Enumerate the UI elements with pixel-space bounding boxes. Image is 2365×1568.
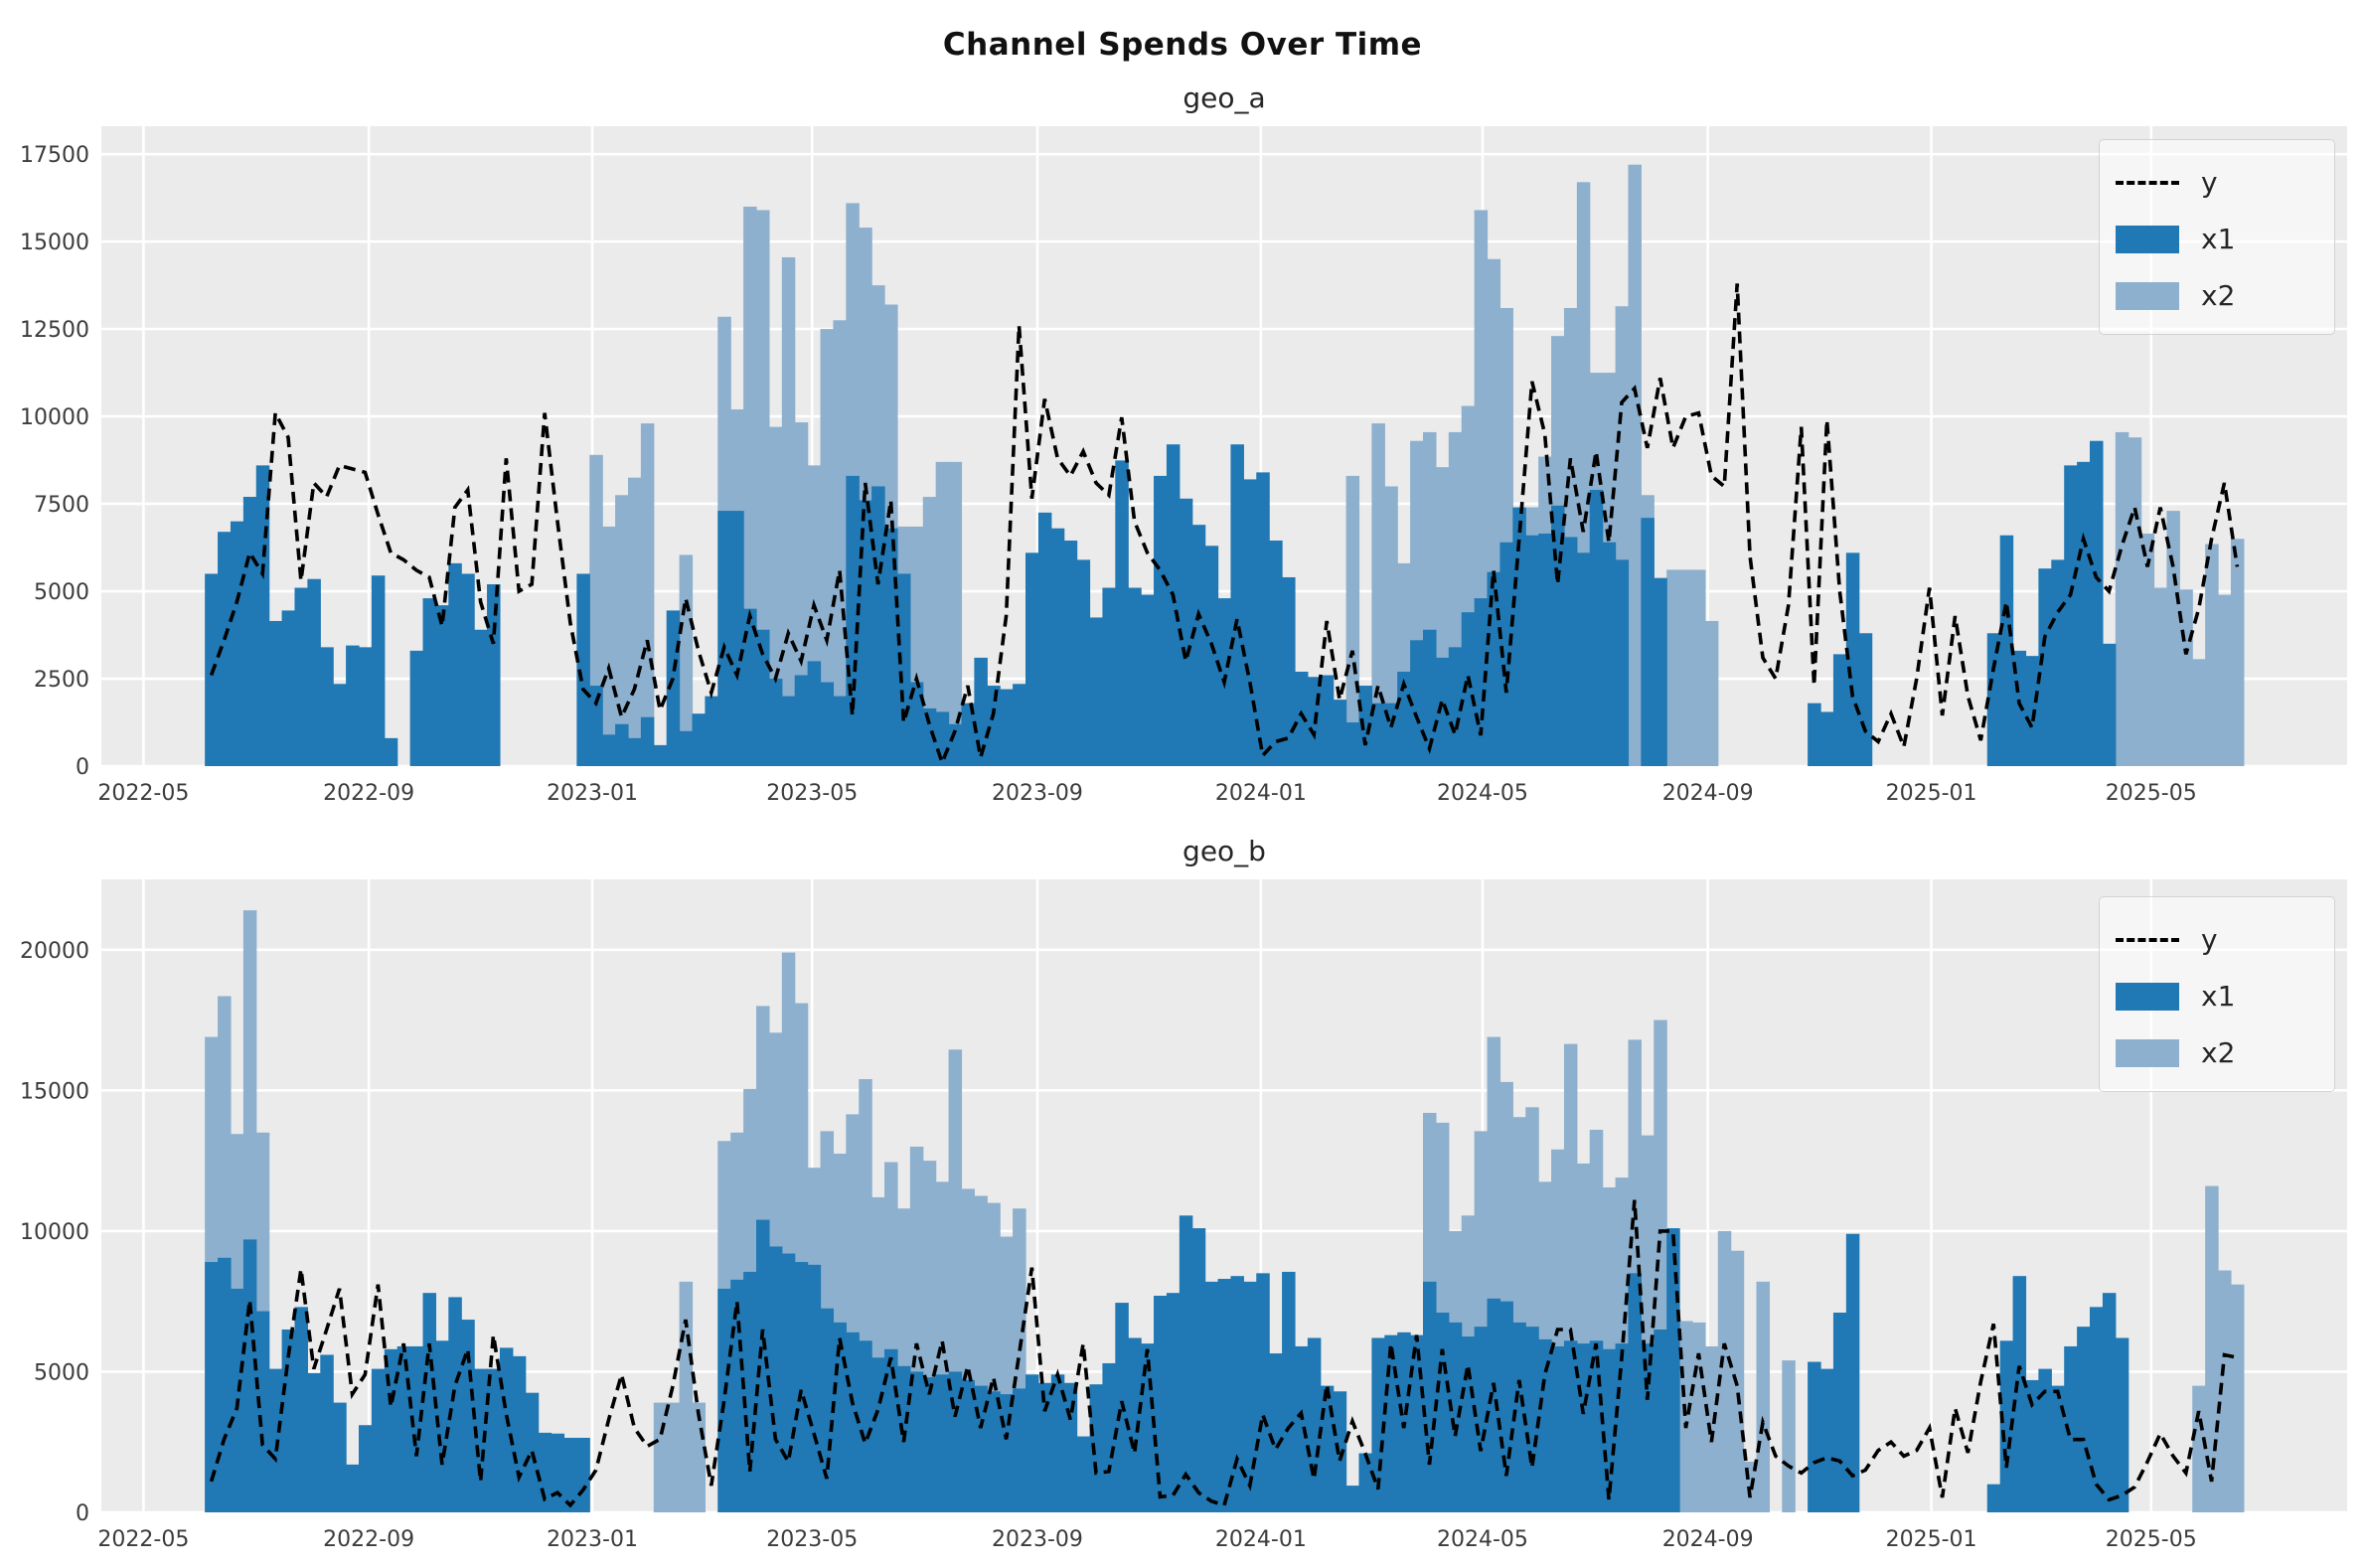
svg-text:10000: 10000 <box>20 405 89 430</box>
svg-text:2024-01: 2024-01 <box>1215 1527 1307 1552</box>
legend-label: x2 <box>2201 278 2236 312</box>
svg-text:7500: 7500 <box>34 493 89 518</box>
svg-text:12500: 12500 <box>20 318 89 343</box>
legend-geo-b: y x1 x2 <box>2099 896 2335 1092</box>
dashed-line-swatch-icon <box>2116 180 2179 185</box>
svg-text:2022-09: 2022-09 <box>323 781 414 806</box>
svg-text:2022-05: 2022-05 <box>97 1527 189 1552</box>
svg-text:2025-05: 2025-05 <box>2106 781 2197 806</box>
svg-text:2024-05: 2024-05 <box>1437 1527 1528 1552</box>
dashed-line-swatch-icon <box>2116 937 2179 942</box>
svg-text:2023-01: 2023-01 <box>547 781 638 806</box>
subplot-title-geo-b: geo_b <box>1182 835 1266 867</box>
svg-text:5000: 5000 <box>34 580 89 605</box>
legend-label: x2 <box>2201 1035 2236 1069</box>
svg-text:2025-05: 2025-05 <box>2106 1527 2197 1552</box>
subplot-title-geo-a: geo_a <box>1182 81 1266 114</box>
x2-color-swatch-icon <box>2116 1038 2179 1067</box>
legend-label: y <box>2201 922 2218 956</box>
svg-text:2023-09: 2023-09 <box>992 1527 1083 1552</box>
svg-text:2025-01: 2025-01 <box>1886 781 1977 806</box>
svg-text:10000: 10000 <box>20 1220 89 1245</box>
svg-text:2024-09: 2024-09 <box>1662 1527 1754 1552</box>
legend-geo-a: y x1 x2 <box>2099 139 2335 335</box>
svg-text:20000: 20000 <box>20 939 89 964</box>
x2-color-swatch-icon <box>2116 281 2179 310</box>
svg-text:2024-01: 2024-01 <box>1215 781 1307 806</box>
legend-label: y <box>2201 165 2218 199</box>
svg-text:0: 0 <box>76 755 89 780</box>
legend-label: x1 <box>2201 222 2236 255</box>
svg-text:2024-05: 2024-05 <box>1437 781 1528 806</box>
legend-item-y: y <box>2116 154 2334 211</box>
svg-text:2023-05: 2023-05 <box>766 1527 858 1552</box>
svg-text:17500: 17500 <box>20 143 89 168</box>
x1-color-swatch-icon <box>2116 982 2179 1011</box>
svg-text:15000: 15000 <box>20 231 89 255</box>
svg-text:0: 0 <box>76 1501 89 1526</box>
svg-text:2022-05: 2022-05 <box>97 781 189 806</box>
legend-label: x1 <box>2201 979 2236 1013</box>
svg-text:5000: 5000 <box>34 1360 89 1385</box>
svg-text:15000: 15000 <box>20 1079 89 1104</box>
svg-text:2023-05: 2023-05 <box>766 781 858 806</box>
figure-title: Channel Spends Over Time <box>942 26 1423 63</box>
legend-item-x1: x1 <box>2116 211 2334 267</box>
legend-item-x2: x2 <box>2116 1024 2334 1081</box>
legend-item-x1: x1 <box>2116 968 2334 1024</box>
svg-text:2022-09: 2022-09 <box>323 1527 414 1552</box>
svg-text:2500: 2500 <box>34 668 89 693</box>
legend-item-x2: x2 <box>2116 267 2334 324</box>
x1-color-swatch-icon <box>2116 225 2179 253</box>
svg-text:2023-01: 2023-01 <box>547 1527 638 1552</box>
svg-text:2023-09: 2023-09 <box>992 781 1083 806</box>
svg-text:2024-09: 2024-09 <box>1662 781 1754 806</box>
legend-item-y: y <box>2116 911 2334 968</box>
svg-text:2025-01: 2025-01 <box>1886 1527 1977 1552</box>
